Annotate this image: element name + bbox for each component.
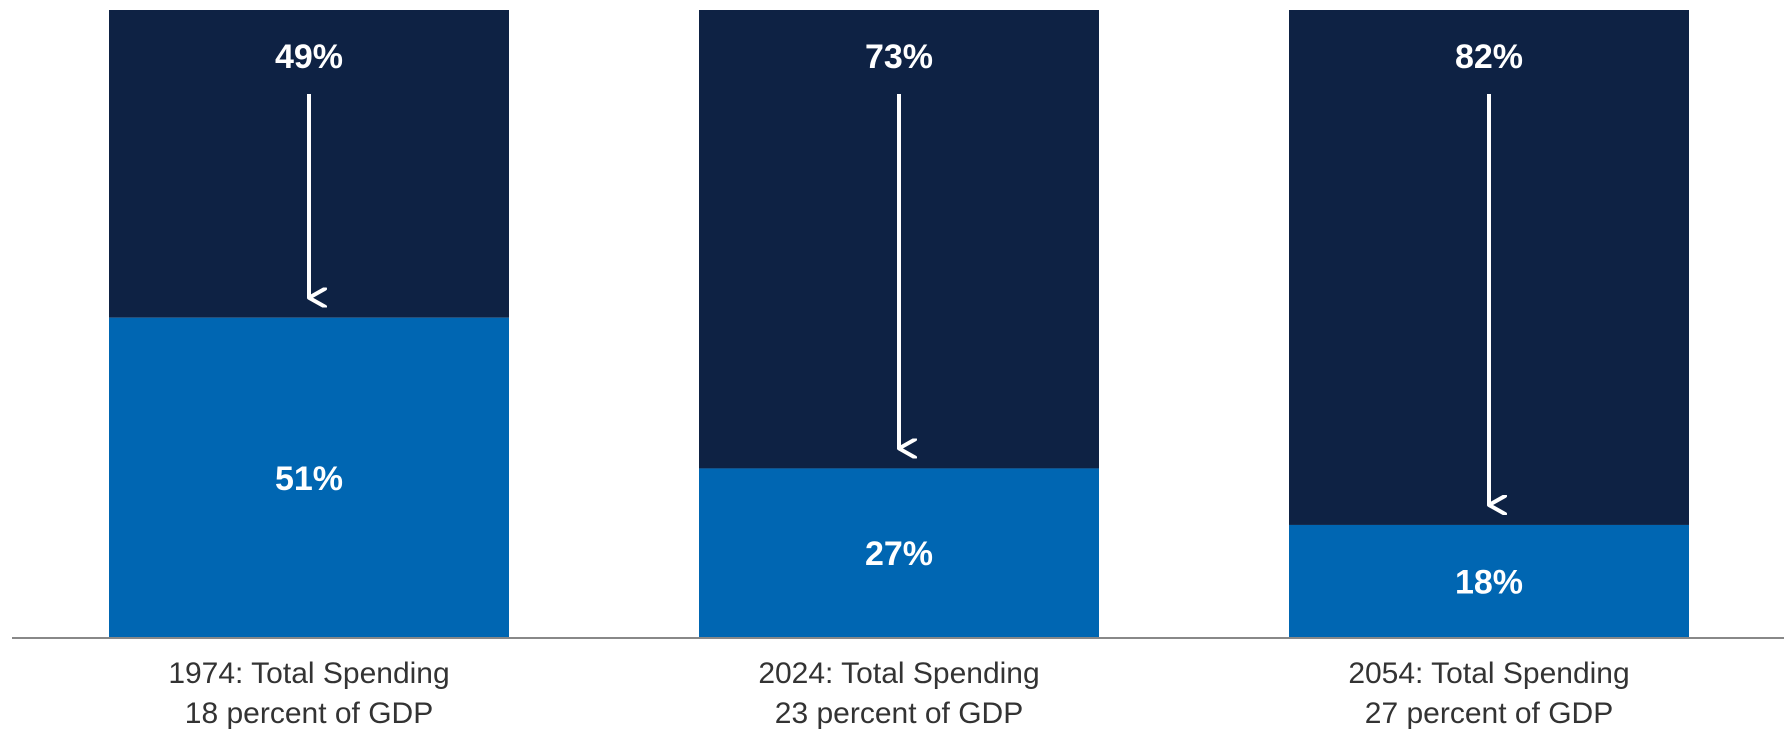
- bar-lower-segment-2: [1289, 524, 1689, 638]
- category-labels-group: 1974: Total Spending 18 percent of GDP 202…: [168, 657, 1629, 730]
- bar-lower-value-label-0: 51%: [275, 460, 343, 498]
- bar-lower-value-label-2: 18%: [1455, 563, 1523, 601]
- category-label-1-line-0: 2024: Total Spending: [758, 657, 1039, 690]
- category-label-2-line-1: 27 percent of GDP: [1365, 697, 1613, 730]
- bar-lower-value-label-1: 27%: [865, 535, 933, 573]
- bar-lower-segment-0: [109, 317, 509, 638]
- category-label-1-line-1: 23 percent of GDP: [775, 697, 1023, 730]
- category-label-2-line-0: 2054: Total Spending: [1348, 657, 1629, 690]
- category-label-0-line-1: 18 percent of GDP: [185, 697, 433, 730]
- bars-group: 49% 51% 73% 27% 82% 18%: [109, 10, 1689, 638]
- bar-upper-value-label-1: 73%: [865, 38, 933, 76]
- bar-lower-segment-1: [699, 468, 1099, 638]
- bar-upper-value-label-0: 49%: [275, 38, 343, 76]
- category-label-0-line-0: 1974: Total Spending: [168, 657, 449, 690]
- bar-upper-value-label-2: 82%: [1455, 38, 1523, 76]
